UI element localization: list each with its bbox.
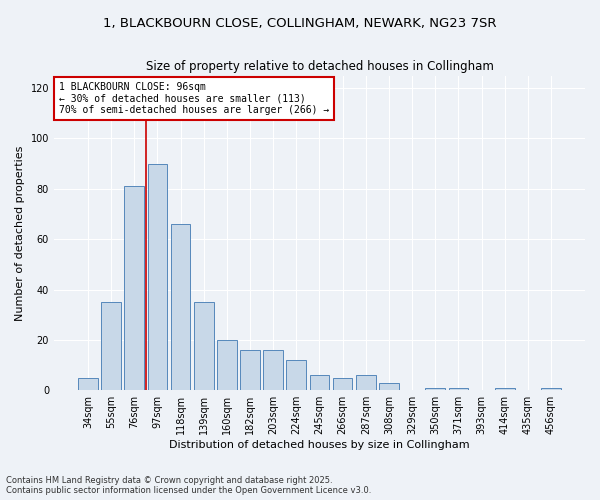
Text: Contains HM Land Registry data © Crown copyright and database right 2025.
Contai: Contains HM Land Registry data © Crown c… bbox=[6, 476, 371, 495]
Bar bbox=[124, 186, 144, 390]
Bar bbox=[379, 382, 399, 390]
Bar bbox=[194, 302, 214, 390]
Bar bbox=[286, 360, 306, 390]
Text: 1 BLACKBOURN CLOSE: 96sqm
← 30% of detached houses are smaller (113)
70% of semi: 1 BLACKBOURN CLOSE: 96sqm ← 30% of detac… bbox=[59, 82, 329, 115]
Bar bbox=[263, 350, 283, 390]
Bar bbox=[78, 378, 98, 390]
X-axis label: Distribution of detached houses by size in Collingham: Distribution of detached houses by size … bbox=[169, 440, 470, 450]
Bar bbox=[425, 388, 445, 390]
Bar bbox=[333, 378, 352, 390]
Title: Size of property relative to detached houses in Collingham: Size of property relative to detached ho… bbox=[146, 60, 493, 73]
Y-axis label: Number of detached properties: Number of detached properties bbox=[15, 145, 25, 320]
Bar bbox=[310, 375, 329, 390]
Bar bbox=[170, 224, 190, 390]
Bar bbox=[495, 388, 515, 390]
Bar bbox=[240, 350, 260, 390]
Text: 1, BLACKBOURN CLOSE, COLLINGHAM, NEWARK, NG23 7SR: 1, BLACKBOURN CLOSE, COLLINGHAM, NEWARK,… bbox=[103, 18, 497, 30]
Bar bbox=[356, 375, 376, 390]
Bar bbox=[541, 388, 561, 390]
Bar bbox=[217, 340, 236, 390]
Bar bbox=[148, 164, 167, 390]
Bar bbox=[101, 302, 121, 390]
Bar bbox=[449, 388, 468, 390]
